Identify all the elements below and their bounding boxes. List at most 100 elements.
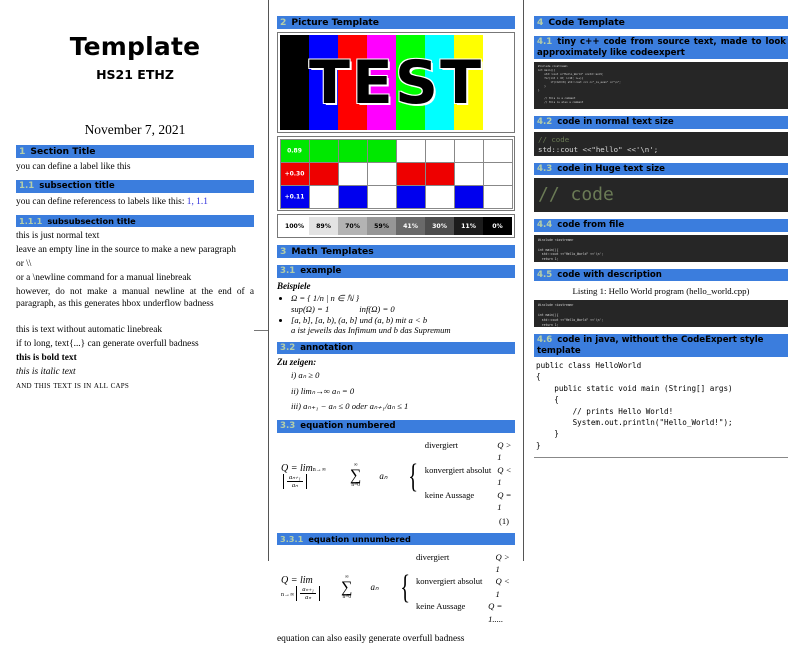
heading-number: 4.2	[537, 117, 553, 128]
equation-lhs-text-2: Q = lim	[281, 574, 313, 586]
equation-unnumbered: Q = lim n→∞ aₙ₊₁ aₙ ∞ ∑ n=0 aₙ { divergiert…	[281, 551, 515, 626]
rgb-grid-cell	[395, 138, 426, 163]
heading-label: Code Template	[548, 17, 625, 28]
paragraph-allcaps-sample: and this text is in all caps	[16, 381, 129, 392]
heading-section-3: 3 Math Templates	[277, 245, 515, 259]
rgb-grid-cell	[453, 161, 484, 186]
equation-sum: ∞ ∑ n=0	[350, 463, 361, 488]
frac-numerator-2: aₙ₊₁	[300, 585, 316, 594]
heading-section-4-1: 4.1 tiny c++ code from source text, made …	[534, 36, 788, 60]
equation-case-condition: Q > 1	[497, 439, 512, 463]
heading-number: 3.1	[280, 266, 296, 277]
example-bullet-1-text: Ω = { 1/n | n ∈ ℕ }	[291, 292, 360, 303]
equation-case-row: konvergiert absolut Q < 1	[425, 464, 515, 489]
heading-number: 4.1	[537, 37, 553, 48]
paragraph-bold-sample: this is bold text	[16, 353, 77, 364]
rgb-grid-cell	[366, 161, 397, 186]
code-block-java: public class HelloWorld { public static …	[536, 361, 733, 450]
grayscale-strip: 100% 89% 70% 59% 41% 30% 11% 0%	[277, 214, 515, 239]
sum-term: aₙ	[379, 470, 388, 481]
rgb-grid-cell-label: 0.89	[287, 147, 302, 155]
heading-number: 3.2	[280, 342, 296, 353]
bottom-divider	[534, 457, 788, 459]
equation-case-condition: Q > 1	[495, 551, 510, 574]
equation-number: (1)	[498, 515, 509, 526]
example-bullet-list: Ω = { 1/n | n ∈ ℕ } sup(Ω) = 1 inf(Ω) = …	[291, 293, 515, 335]
rgb-grid-row: 0.89	[279, 138, 513, 163]
sum-symbol: ∑	[349, 466, 362, 484]
listing-caption: Listing 1: Hello World program (hello_wo…	[572, 286, 750, 297]
rgb-grid-cell: 0.89	[279, 138, 310, 163]
equation-numbered: Q = lim n→∞ aₙ₊₁ aₙ ∞ ∑ n=0 aₙ { divergiert…	[281, 439, 515, 514]
sum-lower-2: n=0	[342, 594, 352, 601]
left-brace-icon: {	[408, 457, 419, 495]
paragraph-line-1: this is just normal text	[16, 230, 100, 241]
heading-section-3-2: 3.2 annotation	[277, 341, 515, 355]
equation-case-text: divergiert	[415, 551, 450, 562]
rgb-grid-cell	[395, 184, 426, 209]
color-bar-3	[396, 35, 425, 131]
heading-number: 4.3	[537, 163, 553, 174]
heading-label: code from file	[557, 220, 625, 231]
code-huge-text: // code	[538, 184, 614, 206]
paragraph-line-3: or \\	[16, 258, 32, 269]
equation-lhs-text: Q = lim	[281, 463, 313, 475]
grayscale-cell: 89%	[309, 217, 338, 236]
equation-case-condition: Q = 1.....	[488, 601, 504, 624]
frac-numerator: aₙ₊₁	[287, 474, 303, 483]
rgb-grid-cell	[308, 161, 339, 186]
example-sup: sup(Ω) = 1	[291, 303, 330, 314]
rgb-grid-cell: +0.30	[279, 161, 310, 186]
heading-section-4: 4 Code Template	[534, 16, 788, 30]
grayscale-cell: 70%	[338, 217, 367, 236]
annotation-item-ii: ii) limₙ→∞ aₙ = 0	[291, 385, 355, 396]
heading-number: 4	[537, 17, 544, 28]
equation-lhs-2: Q = lim n→∞ aₙ₊₁ aₙ	[281, 574, 323, 602]
heading-section-3-3: 3.3 equation numbered	[277, 420, 515, 433]
grayscale-cell: 100%	[280, 217, 309, 236]
heading-label: equation numbered	[300, 421, 396, 432]
right-column: 4 Code Template 4.1 tiny c++ code from sou…	[524, 0, 794, 561]
code-normal-line: std::cout <<"hello" <<'\n';	[538, 145, 659, 155]
grayscale-cell: 0%	[483, 217, 512, 236]
rgb-grid-cell	[482, 138, 513, 163]
rgb-grid-row: +0.30	[279, 161, 513, 186]
paragraph-no-linebreak: this is text without automatic linebreak	[16, 324, 268, 336]
heading-label: Math Templates	[291, 246, 374, 258]
heading-label: annotation	[300, 342, 354, 353]
equation-case-text: konvergiert absolut	[415, 576, 483, 587]
heading-number: 4.6	[537, 335, 553, 346]
page-date: November 7, 2021	[84, 122, 186, 137]
three-column-layout: Template HS21 ETHZ November 7, 2021 1 Sec…	[0, 0, 794, 561]
rgb-grid-cell	[482, 161, 513, 186]
heading-label: equation unnumbered	[308, 533, 411, 544]
heading-section-3-1: 3.1 example	[277, 265, 515, 278]
page-title: Template	[69, 32, 201, 61]
heading-number: 4.4	[537, 220, 553, 231]
heading-label: example	[300, 266, 342, 277]
heading-label: code in Huge text size	[557, 163, 666, 174]
heading-label: subsection title	[39, 181, 115, 192]
frac-denominator-2: aₙ	[305, 593, 312, 601]
sum-upper: ∞	[353, 462, 358, 469]
equation-case-text: konvergiert absolut	[424, 464, 492, 475]
equation-cases-group-2: { divergiert Q > 1 konvergiert absolut Q < …	[397, 551, 515, 626]
paragraph-line-4: or a \newline command for a manual lineb…	[16, 272, 192, 283]
rgb-grid-cell	[424, 138, 455, 163]
equation-case-condition: Q < 1	[495, 576, 510, 599]
reference-links[interactable]: 1, 1.1	[186, 196, 208, 207]
equation-lhs: Q = lim n→∞ aₙ₊₁ aₙ	[281, 463, 332, 490]
rgb-grid-cell	[366, 184, 397, 209]
grayscale-cell: 59%	[367, 217, 396, 236]
left-column: Template HS21 ETHZ November 7, 2021 1 Sec…	[0, 0, 268, 561]
heading-label: Section Title	[30, 146, 96, 157]
rgb-grid-cell	[424, 184, 455, 209]
equation-abs-fraction: aₙ₊₁ aₙ	[283, 474, 307, 490]
heading-section-4-6: 4.6 code in java, without the CodeExpert …	[534, 334, 788, 358]
example-bullet-1-subline: sup(Ω) = 1 inf(Ω) = 0	[291, 304, 515, 314]
example-bullet-2: [a, b], [a, b), (a, b] und (a, b) mit a …	[291, 315, 515, 335]
middle-column: 2 Picture Template TEST 0.89 +0.30 +0.11 10…	[268, 0, 524, 644]
color-bar-4	[367, 35, 396, 131]
example-inf: inf(Ω) = 0	[359, 303, 395, 314]
